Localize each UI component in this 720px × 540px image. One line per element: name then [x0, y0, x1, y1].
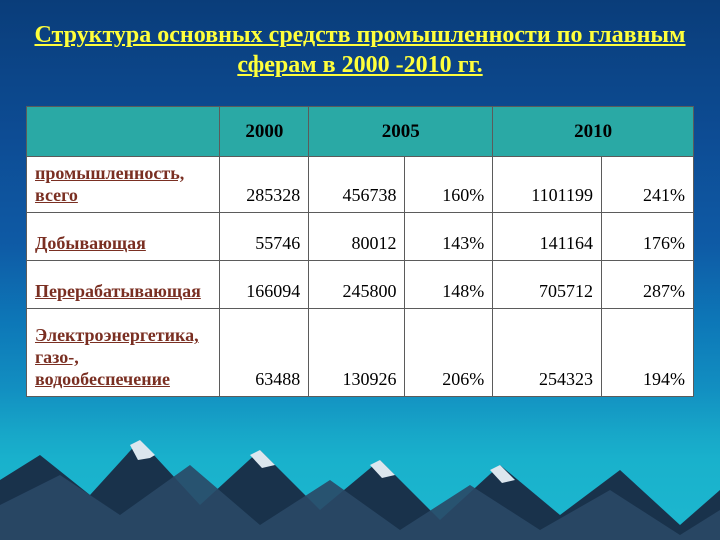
table-row: Перерабатывающая 166094 245800 148% 7057… [27, 261, 694, 309]
row-label: промышленность, всего [27, 157, 220, 213]
mountain-decoration [0, 410, 720, 540]
table-row: промышленность, всего 285328 456738 160%… [27, 157, 694, 213]
cell-2005: 130926 [309, 309, 405, 397]
cell-2005: 456738 [309, 157, 405, 213]
table-row: Электроэнергетика, газо-, водообеспечени… [27, 309, 694, 397]
cell-2010-pct: 287% [601, 261, 693, 309]
cell-2010: 705712 [493, 261, 602, 309]
cell-2005-pct: 206% [405, 309, 493, 397]
cell-2000: 166094 [220, 261, 309, 309]
cell-2005-pct: 148% [405, 261, 493, 309]
header-2000: 2000 [220, 107, 309, 157]
cell-2010-pct: 194% [601, 309, 693, 397]
cell-2010: 254323 [493, 309, 602, 397]
header-2010: 2010 [493, 107, 694, 157]
cell-2000: 63488 [220, 309, 309, 397]
header-2005: 2005 [309, 107, 493, 157]
cell-2010: 1101199 [493, 157, 602, 213]
row-label: Электроэнергетика, газо-, водообеспечени… [27, 309, 220, 397]
table-header-row: 2000 2005 2010 [27, 107, 694, 157]
cell-2000: 285328 [220, 157, 309, 213]
row-label: Перерабатывающая [27, 261, 220, 309]
row-label: Добывающая [27, 213, 220, 261]
header-blank [27, 107, 220, 157]
slide-title: Структура основных средств промышленност… [26, 20, 694, 80]
cell-2010-pct: 176% [601, 213, 693, 261]
cell-2010: 141164 [493, 213, 602, 261]
cell-2005-pct: 143% [405, 213, 493, 261]
data-table: 2000 2005 2010 промышленность, всего 285… [26, 106, 694, 397]
cell-2010-pct: 241% [601, 157, 693, 213]
cell-2005-pct: 160% [405, 157, 493, 213]
cell-2005: 245800 [309, 261, 405, 309]
table-row: Добывающая 55746 80012 143% 141164 176% [27, 213, 694, 261]
cell-2000: 55746 [220, 213, 309, 261]
cell-2005: 80012 [309, 213, 405, 261]
data-table-wrapper: 2000 2005 2010 промышленность, всего 285… [26, 106, 694, 397]
